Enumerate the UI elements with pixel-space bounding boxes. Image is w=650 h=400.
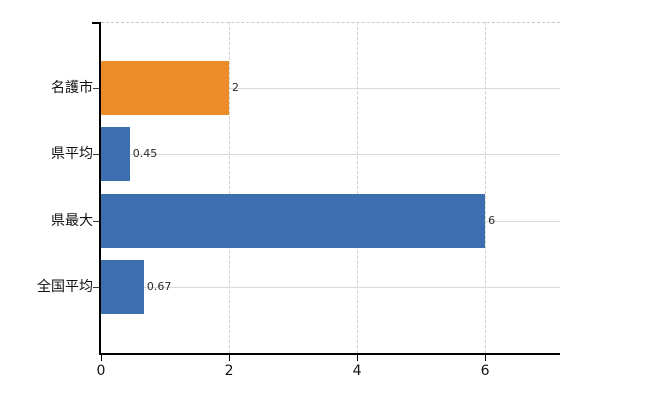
vertical-gridline — [357, 22, 359, 353]
bar-highlight — [101, 61, 230, 116]
bar-value-label: 0.67 — [146, 279, 172, 293]
bar-value-label: 2 — [232, 81, 240, 95]
bar-default — [101, 127, 130, 182]
x-tick-label: 6 — [480, 363, 490, 379]
vertical-gridline — [229, 22, 231, 353]
y-tick-mark — [93, 220, 99, 222]
x-tick-mark — [485, 355, 487, 361]
y-axis-line — [99, 22, 101, 355]
x-tick-label: 2 — [224, 363, 234, 379]
category-label: 県最大 — [51, 212, 93, 229]
y-tick-mark — [93, 286, 99, 288]
y-tick-mark — [93, 88, 99, 90]
bar-value-label: 0.45 — [132, 147, 158, 161]
category-label: 名護市 — [51, 80, 93, 97]
horizontal-gridline — [101, 286, 560, 288]
y-axis-top-tick — [92, 22, 99, 24]
bar-default — [101, 259, 144, 314]
vertical-gridline — [485, 22, 487, 353]
horizontal-gridline — [101, 154, 560, 156]
x-tick-label: 4 — [352, 363, 362, 379]
x-tick-mark — [357, 355, 359, 361]
x-tick-mark — [101, 355, 102, 361]
bar-value-label: 6 — [488, 213, 496, 227]
category-label: 県平均 — [51, 146, 93, 163]
x-tick-mark — [229, 355, 231, 361]
x-tick-label: 0 — [96, 363, 106, 379]
plot-top-border — [101, 22, 560, 23]
horizontal-gridline — [101, 88, 560, 90]
category-label: 全国平均 — [37, 278, 93, 295]
x-axis-line — [99, 353, 560, 355]
y-tick-mark — [93, 154, 99, 156]
bar-default — [101, 193, 486, 248]
